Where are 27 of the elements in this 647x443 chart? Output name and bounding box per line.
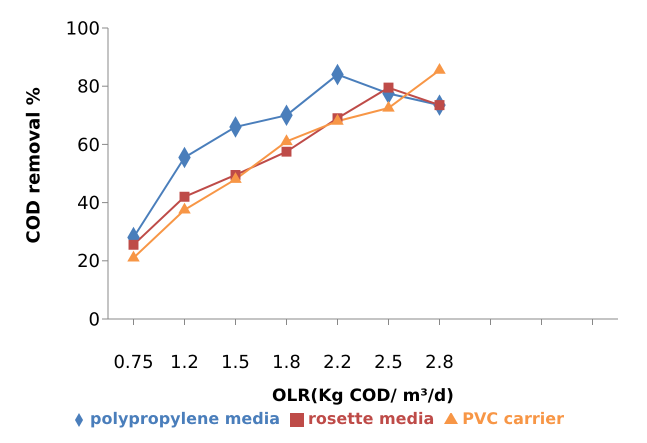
point [230,172,242,183]
x-tick-label: 2.2 [323,352,352,373]
point [282,146,292,157]
y-axis-title: COD removal % [23,87,44,244]
point [128,251,140,262]
legend-label: PVC carrier [462,409,564,428]
point [384,82,394,93]
point [280,134,292,146]
x-tick-label: 1.2 [170,352,199,373]
y-tick-label: 60 [77,134,100,156]
x-tick-label: 1.5 [221,352,250,373]
y-tick-label: 100 [66,18,100,40]
legend-label: polypropylene media [90,409,280,428]
point [382,101,394,112]
y-tick-label: 0 [88,309,100,330]
point [128,240,138,250]
y-tick-label: 80 [77,76,100,98]
x-tick-label: 2.5 [374,352,403,373]
x-tick-label: 1.8 [272,352,301,373]
point [178,203,190,214]
y-tick-label: 40 [77,192,100,214]
x-axis-title: OLR(Kg COD/ m³/d) [272,386,454,406]
x-tick-label: 0.75 [113,352,154,373]
x-tick-label: 2.8 [425,352,454,373]
y-tick-label: 20 [77,251,100,272]
legend-label: rosette media [308,409,434,428]
point [180,192,190,202]
